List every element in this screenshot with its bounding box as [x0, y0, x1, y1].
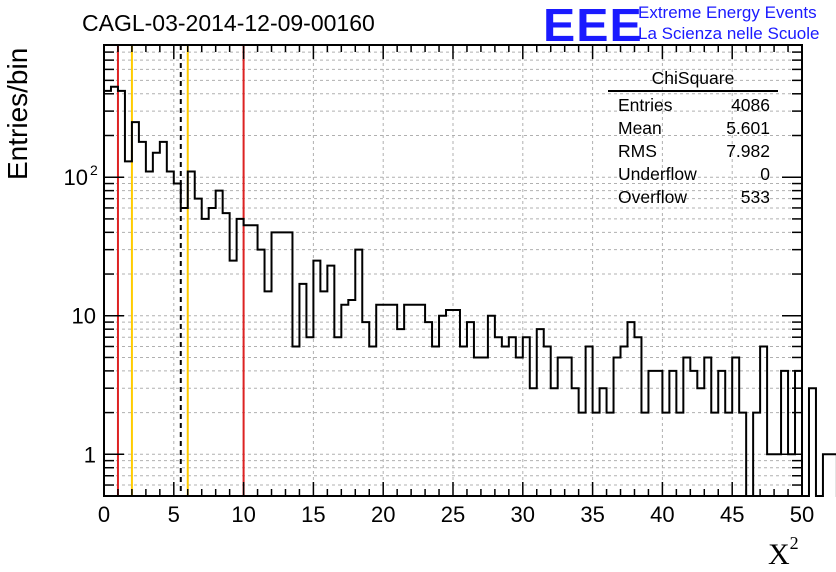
logo-line-1: Extreme Energy Events	[638, 3, 817, 22]
stats-label: Entries	[618, 95, 673, 115]
x-tick-label: 40	[650, 502, 674, 527]
eee-logo: EEE	[543, 0, 643, 51]
stats-title: ChiSquare	[608, 68, 778, 92]
stats-row: Entries 4086	[608, 94, 778, 117]
stats-value: 4086	[731, 95, 770, 115]
stats-row: Overflow 533	[608, 186, 778, 209]
grid-lines	[104, 44, 802, 497]
stats-label: Overflow	[618, 187, 688, 207]
x-tick-label: 35	[580, 502, 604, 527]
x-tick-label: 50	[790, 502, 814, 527]
reference-lines	[116, 45, 245, 496]
x-tick-label: 30	[511, 502, 535, 527]
x-tick-label: 45	[720, 502, 744, 527]
x-axis-label: X2	[768, 533, 799, 572]
x-axis-label-base: X	[768, 538, 790, 571]
logo-line-2: La Scienza nelle Scuole	[638, 24, 820, 43]
x-axis-label-superscript: 2	[789, 533, 799, 553]
stats-row: RMS 7.982	[608, 140, 778, 163]
stats-value: 0	[760, 164, 770, 184]
stats-row: Underflow 0	[608, 163, 778, 186]
stats-label: Mean	[618, 118, 662, 138]
stats-value: 5.601	[726, 118, 770, 138]
stats-label: Underflow	[618, 164, 697, 184]
x-tick-label: 5	[168, 502, 180, 527]
y-axis-label: Entries/bin	[2, 47, 33, 180]
y-tick-label: 10	[72, 304, 96, 329]
histogram-line	[103, 85, 836, 497]
x-tick-label: 25	[441, 502, 465, 527]
stats-value: 7.982	[726, 141, 770, 161]
x-tick-label: 15	[301, 502, 325, 527]
axis-ticks	[103, 44, 803, 497]
chart-title: CAGL-03-2014-12-09-00160	[82, 10, 375, 36]
x-tick-label: 20	[371, 502, 395, 527]
y-tick-label: 10	[64, 165, 88, 190]
stats-box: ChiSquare Entries 4086 Mean 5.601 RMS 7.982…	[608, 68, 778, 209]
stats-label: RMS	[618, 141, 657, 161]
x-tick-label: 0	[98, 502, 110, 527]
stats-value: 533	[740, 187, 770, 207]
y-tick-label: 1	[84, 442, 96, 467]
y-tick-label-exponent: 2	[90, 162, 98, 178]
x-tick-label: 10	[231, 502, 255, 527]
stats-row: Mean 5.601	[608, 117, 778, 140]
